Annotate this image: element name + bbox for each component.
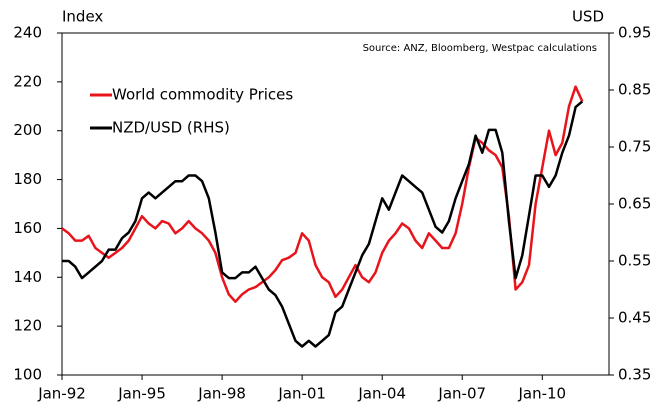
- y2-tick-label: 0.75: [618, 138, 651, 156]
- y-tick-label: 240: [13, 24, 42, 42]
- series-line: [62, 100, 584, 348]
- y-tick-label: 140: [13, 268, 42, 286]
- series-line: [61, 85, 584, 303]
- y2-tick-label: 0.85: [618, 81, 651, 99]
- x-tick-label: Jan-95: [117, 385, 166, 403]
- x-tick-label: Jan-04: [357, 385, 406, 403]
- y2-tick-label: 0.55: [618, 252, 651, 270]
- y2-axis-label: USD: [572, 8, 604, 26]
- y2-tick-label: 0.95: [618, 24, 651, 42]
- y-tick-label: 180: [13, 170, 42, 188]
- legend-label: World commodity Prices: [112, 86, 293, 104]
- legend-label: NZD/USD (RHS): [112, 119, 230, 137]
- y-tick-label: 200: [13, 121, 42, 139]
- x-tick-label: Jan-98: [197, 385, 246, 403]
- x-tick-label: Jan-01: [277, 385, 326, 403]
- x-tick-label: Jan-10: [517, 385, 566, 403]
- y-tick-label: 160: [13, 219, 42, 237]
- plot-frame: [61, 32, 610, 376]
- source-note: Source: ANZ, Bloomberg, Westpac calculat…: [363, 43, 597, 54]
- y-tick-label: 100: [13, 366, 42, 384]
- y-tick-label: 220: [13, 72, 42, 90]
- x-tick-label: Jan-92: [37, 385, 86, 403]
- x-tick-label: Jan-07: [437, 385, 486, 403]
- y-tick-label: 120: [13, 317, 42, 335]
- y2-tick-label: 0.45: [618, 309, 651, 327]
- y-axis-label: Index: [62, 8, 103, 26]
- y2-tick-label: 0.35: [618, 366, 651, 384]
- y2-tick-label: 0.65: [618, 195, 651, 213]
